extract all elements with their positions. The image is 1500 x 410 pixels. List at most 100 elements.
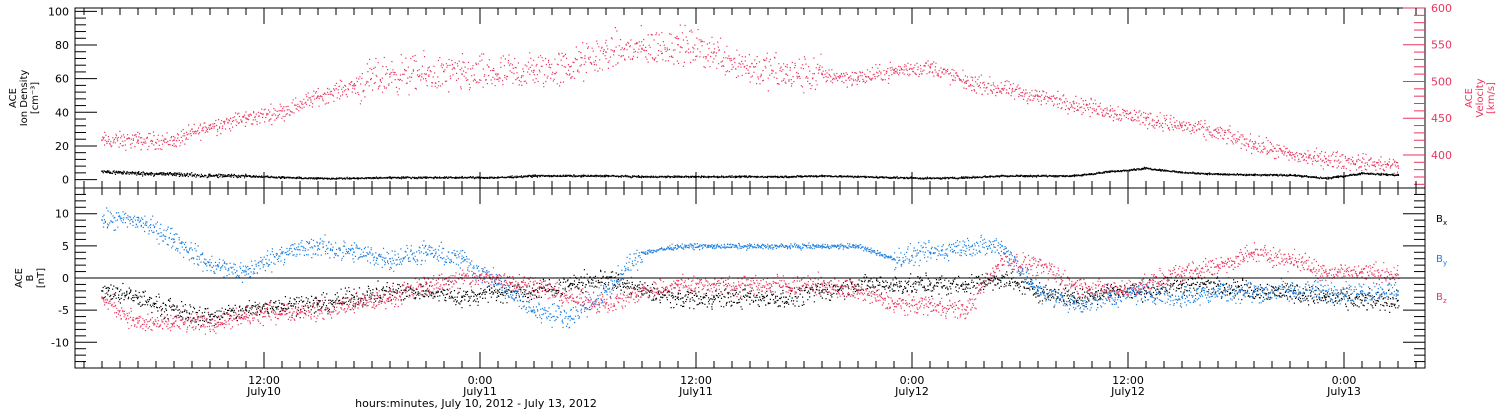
bx-point (245, 309, 247, 311)
bz-point (173, 322, 175, 324)
bx-point (1073, 296, 1075, 299)
b-tick-label: -10 (51, 336, 69, 349)
bz-point (281, 309, 283, 311)
x-tick-date-label: July10 (246, 385, 281, 398)
bx-point (533, 290, 535, 292)
velocity-point (605, 51, 607, 53)
b-axis-title: ACE (14, 268, 25, 288)
density-point (1181, 171, 1183, 173)
by-point (173, 238, 175, 241)
bottom-panel-data (101, 207, 1400, 335)
bx-point (749, 296, 751, 299)
x-tick-time-label: 12:00 (248, 374, 280, 387)
velocity-point (353, 84, 355, 86)
bz-point (749, 283, 751, 286)
density-point (317, 177, 319, 179)
by-point (965, 245, 967, 247)
by-point (677, 245, 679, 247)
bz-point (605, 302, 607, 305)
by-point (533, 309, 535, 311)
by-point (497, 283, 499, 286)
by-point (1037, 290, 1039, 292)
density-point (1037, 174, 1039, 177)
density-point (605, 174, 607, 177)
density-axis-title: ACE (8, 88, 19, 108)
bz-point (785, 283, 787, 286)
velocity-point (677, 43, 679, 46)
by-point (893, 257, 895, 260)
velocity-tick-label: 500 (1431, 75, 1452, 88)
velocity-scatter (102, 24, 1400, 174)
legend-by-sub: y (1443, 259, 1447, 267)
density-point (1289, 173, 1291, 176)
velocity-point (425, 73, 427, 75)
x-tick-time-label: 0:00 (468, 374, 493, 387)
bz-point (1001, 257, 1003, 260)
by-point (857, 245, 859, 247)
velocity-tick-label: 450 (1431, 112, 1452, 125)
by-point (1325, 290, 1327, 292)
bz-point (317, 309, 319, 311)
density-point (245, 174, 247, 177)
density-point (1361, 172, 1363, 174)
by-point (605, 290, 607, 292)
x-tick-time-label: 12:00 (680, 374, 712, 387)
bx-point (1217, 283, 1219, 286)
density-point (857, 175, 859, 177)
velocity-point (569, 66, 571, 68)
velocity-point (1109, 110, 1111, 112)
density-axis-title: Ion Density (19, 70, 30, 127)
bz-point (1073, 283, 1075, 286)
bz-point (1253, 251, 1255, 254)
density-axis-title: [cm⁻³] (30, 82, 41, 114)
bx-point (317, 302, 319, 305)
velocity-point (245, 117, 247, 119)
by-point (1001, 245, 1003, 247)
top-panel-data (101, 24, 1400, 180)
density-tick-label: 40 (55, 106, 69, 119)
density-tick-label: 100 (48, 5, 69, 18)
density-point (821, 174, 823, 177)
bz-point (893, 302, 895, 305)
bz-point (641, 290, 643, 292)
velocity-point (821, 73, 823, 75)
velocity-point (1001, 88, 1003, 90)
density-point (353, 177, 355, 179)
bx-point (281, 302, 283, 305)
by-point (245, 270, 247, 273)
density-point (1073, 174, 1075, 177)
bx-point (425, 290, 427, 292)
by-point (425, 251, 427, 254)
bx-point (209, 315, 211, 318)
b-tick-label: 5 (62, 240, 69, 253)
bx-point (461, 296, 463, 299)
by-point (929, 251, 931, 254)
top-panel-frame (74, 7, 1426, 189)
velocity-axis-title: ACE (1464, 88, 1475, 108)
density-point (1325, 177, 1327, 179)
bz-point (533, 283, 535, 286)
velocity-point (1325, 157, 1327, 160)
bz-point (1109, 290, 1111, 292)
by-point (641, 251, 643, 254)
by-point (1361, 290, 1363, 292)
x-tick-date-label: July13 (1326, 385, 1361, 398)
x-tick-time-label: 12:00 (1112, 374, 1144, 387)
bz-point (569, 296, 571, 299)
bx-point (353, 296, 355, 299)
velocity-point (461, 73, 463, 75)
bx-point (677, 296, 679, 299)
density-point (281, 176, 283, 178)
b-tick-label: -5 (58, 304, 69, 317)
velocity-axis-title: [km/s] (1486, 82, 1497, 114)
velocity-point (101, 139, 103, 141)
bx-point (101, 290, 103, 292)
bx-point (965, 283, 967, 286)
bz-point (425, 283, 427, 286)
legend-by-label: B (1436, 254, 1443, 265)
velocity-point (1145, 117, 1147, 119)
by-point (353, 251, 355, 254)
density-point (497, 176, 499, 178)
density-point (1145, 167, 1147, 169)
